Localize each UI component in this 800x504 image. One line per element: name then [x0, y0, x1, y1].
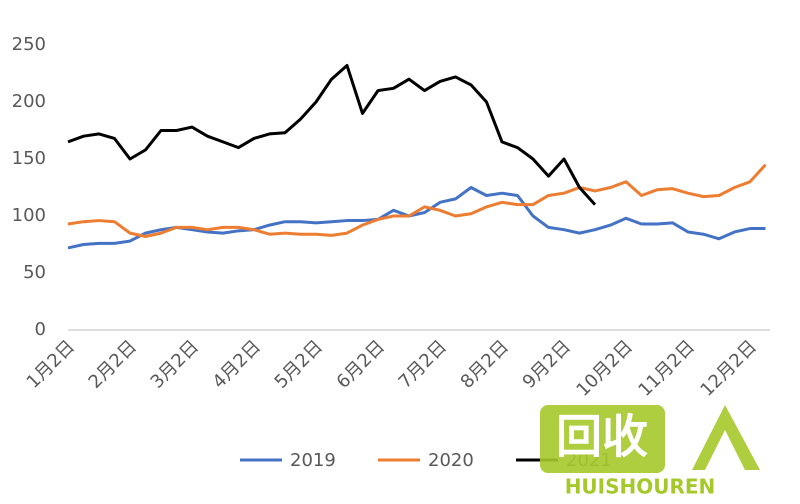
y-tick-label: 100: [12, 205, 46, 226]
x-tick-label: 5月2日: [271, 336, 328, 393]
plot: 0 50 100 150 200 250 1月2日 2月2日 3月2日 4月2日 5月2日 6月2日 7…: [12, 34, 770, 401]
line-series: [67, 163, 767, 239]
watermark: 回收 HUISHOUREN: [540, 405, 760, 499]
y-tick-label: 250: [12, 34, 46, 55]
x-tick-label: 4月2日: [209, 336, 266, 393]
watermark-brand: HUISHOUREN: [565, 475, 716, 499]
x-tick-label: 11月2日: [634, 336, 699, 401]
x-tick-label: 7月2日: [395, 336, 452, 393]
y-tick-label: 200: [12, 91, 46, 112]
x-tick-label: 10月2日: [572, 336, 637, 401]
x-tick-label: 1月2日: [23, 336, 80, 393]
line-series: [67, 186, 766, 250]
x-tick-label: 9月2日: [519, 336, 576, 393]
watermark-box: [540, 405, 665, 473]
line-series: [67, 64, 597, 206]
watermark-logo: [692, 405, 760, 470]
x-tick-label: 2月2日: [85, 336, 142, 393]
watermark-mark: 回收: [556, 410, 648, 464]
y-tick-label: 150: [12, 148, 46, 169]
x-tick-label: 12月2日: [696, 336, 761, 401]
x-tick-label: 8月2日: [457, 336, 514, 393]
x-tick-label: 3月2日: [147, 336, 204, 393]
legend-label: 2020: [428, 450, 474, 471]
y-tick-label: 0: [35, 319, 46, 340]
y-tick-label: 50: [23, 262, 46, 283]
x-tick-label: 6月2日: [333, 336, 390, 393]
legend-label: 2019: [290, 450, 336, 471]
